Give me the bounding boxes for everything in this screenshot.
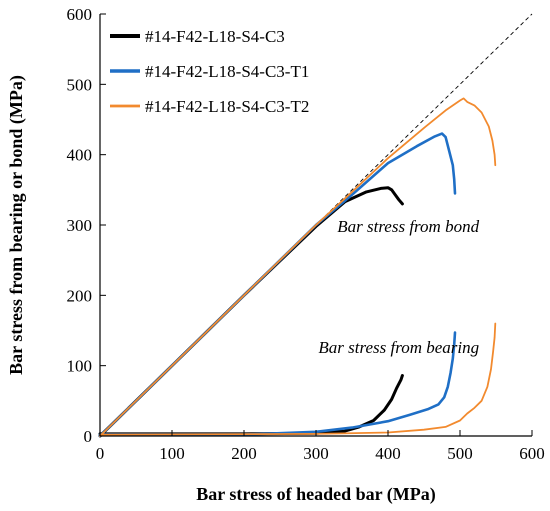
legend-label: #14-F42-L18-S4-C3: [145, 27, 285, 46]
series-3-bearing-line: [99, 322, 497, 436]
y-tick-label: 600: [67, 5, 93, 24]
x-tick-label: 0: [96, 444, 105, 463]
series-2-bearing-line: [98, 331, 457, 436]
y-tick-label: 100: [67, 357, 93, 376]
y-tick-label: 200: [67, 286, 93, 305]
series-2-bond-line: [98, 132, 457, 438]
x-axis-ticks: 0 100 200 300 400 500 600: [96, 430, 545, 463]
x-tick-label: 500: [447, 444, 473, 463]
legend: #14-F42-L18-S4-C3 #14-F42-L18-S4-C3-T1 #14…: [110, 27, 309, 116]
series-1-bearing-line: [98, 374, 404, 436]
x-tick-label: 300: [303, 444, 329, 463]
x-tick-label: 400: [375, 444, 401, 463]
plot-area: [98, 13, 533, 438]
y-tick-label: 0: [84, 427, 93, 446]
y-axis-title: Bar stress from bearing or bond (MPa): [6, 75, 27, 375]
y-tick-label: 400: [67, 146, 93, 165]
x-axis-title: Bar stress of headed bar (MPa): [196, 484, 435, 505]
y-axis-ticks: 0 100 200 300 400 500 600: [67, 5, 106, 446]
legend-label: #14-F42-L18-S4-C3-T2: [145, 97, 309, 116]
series-3-bond-line: [99, 97, 497, 437]
x-tick-label: 100: [159, 444, 185, 463]
y-tick-label: 500: [67, 75, 93, 94]
x-tick-label: 600: [519, 444, 545, 463]
annotation-text: Bar stress from bond: [337, 217, 479, 236]
legend-label: #14-F42-L18-S4-C3-T1: [145, 62, 309, 81]
x-tick-label: 200: [231, 444, 257, 463]
annotations: Bar stress from bond Bar stress from bear…: [318, 217, 479, 357]
annotation-text: Bar stress from bearing: [318, 338, 479, 357]
y-tick-label: 300: [67, 216, 93, 235]
